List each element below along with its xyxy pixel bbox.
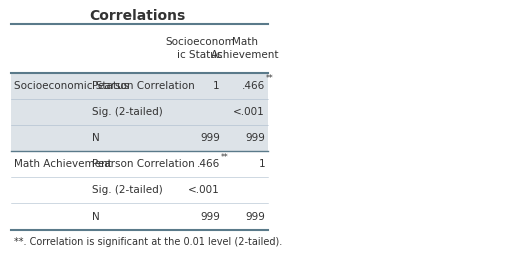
Text: 999: 999 xyxy=(200,133,220,143)
Text: Sig. (2-tailed): Sig. (2-tailed) xyxy=(92,107,163,117)
Text: **: ** xyxy=(266,74,274,83)
Text: 1: 1 xyxy=(213,81,220,91)
FancyBboxPatch shape xyxy=(12,24,268,72)
Text: Socioeconom
ic Status: Socioeconom ic Status xyxy=(165,37,235,60)
Text: .466: .466 xyxy=(242,81,265,91)
FancyBboxPatch shape xyxy=(12,72,268,151)
Text: <.001: <.001 xyxy=(233,107,265,117)
Text: Pearson Correlation: Pearson Correlation xyxy=(92,159,194,169)
Text: <.001: <.001 xyxy=(188,185,220,195)
Text: .466: .466 xyxy=(196,159,220,169)
Text: Math
Achievement: Math Achievement xyxy=(211,37,279,60)
Text: 999: 999 xyxy=(245,133,265,143)
Text: Socioeconomic Status: Socioeconomic Status xyxy=(14,81,129,91)
Text: Pearson Correlation: Pearson Correlation xyxy=(92,81,194,91)
Text: 1: 1 xyxy=(259,159,265,169)
Text: Sig. (2-tailed): Sig. (2-tailed) xyxy=(92,185,163,195)
Text: Correlations: Correlations xyxy=(89,9,185,23)
FancyBboxPatch shape xyxy=(12,151,268,230)
Text: **: ** xyxy=(221,153,229,162)
Text: N: N xyxy=(92,133,99,143)
Text: 999: 999 xyxy=(245,212,265,222)
Text: 999: 999 xyxy=(200,212,220,222)
Text: N: N xyxy=(92,212,99,222)
Text: **. Correlation is significant at the 0.01 level (2-tailed).: **. Correlation is significant at the 0.… xyxy=(14,237,282,247)
Text: Math Achievement: Math Achievement xyxy=(14,159,112,169)
